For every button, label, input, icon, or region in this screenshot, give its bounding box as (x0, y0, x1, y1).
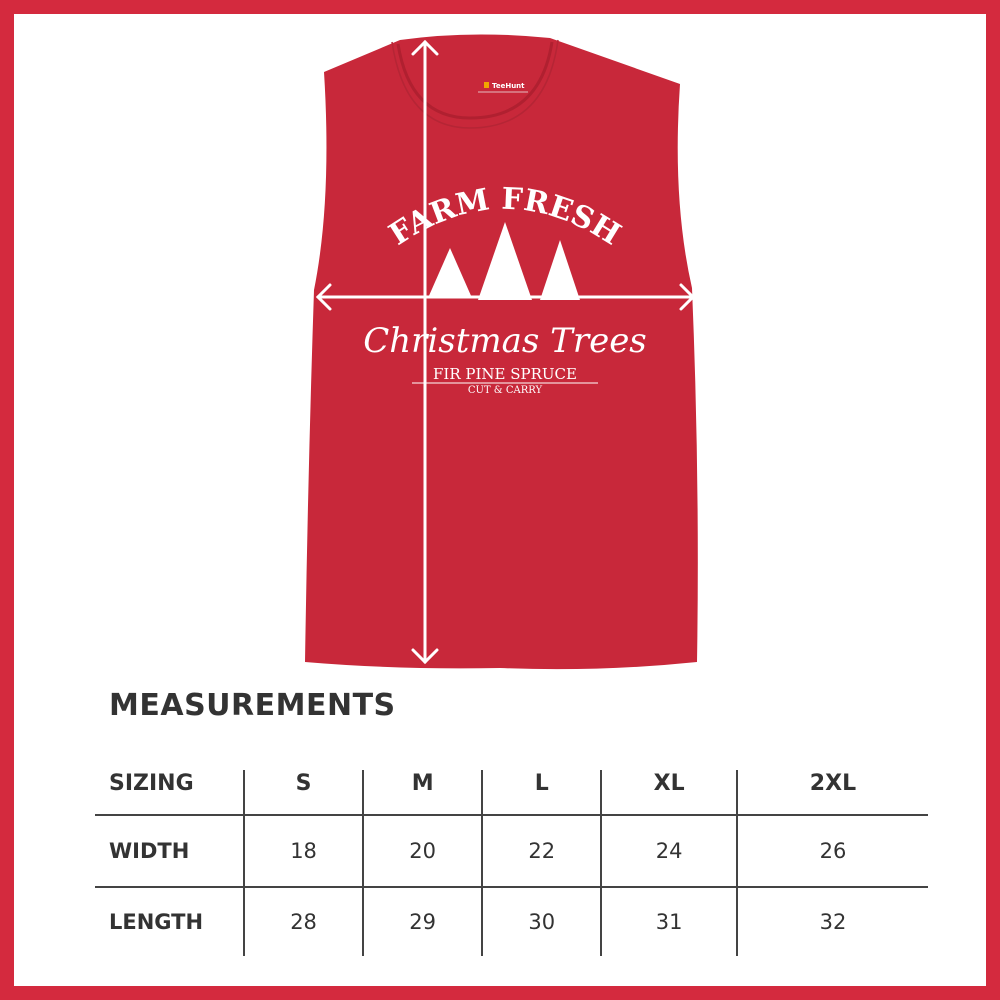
table-cell: 24 (600, 815, 737, 887)
svg-text:CUT & CARRY: CUT & CARRY (468, 385, 543, 396)
header-cell: SIZING (109, 771, 194, 796)
table-cell: 29 (362, 887, 483, 956)
size-table: SIZING S M L XL 2XL WIDTH 18 20 22 24 26… (95, 770, 928, 956)
table-cell: 31 (600, 887, 737, 956)
shirt-collar (396, 41, 554, 120)
svg-text:Christmas Trees: Christmas Trees (363, 321, 647, 361)
row-label: LENGTH (109, 910, 204, 934)
brand-tag: TeeHunt (478, 82, 528, 93)
row-label: WIDTH (109, 839, 190, 863)
svg-text:TeeHunt: TeeHunt (492, 82, 525, 90)
header-cell: M (362, 770, 483, 815)
shirt-image: TeeHunt FARM FRESH Christmas Trees FIR P… (305, 34, 698, 670)
table-row: LENGTH 28 29 30 31 32 (95, 887, 928, 956)
table-cell: 30 (481, 887, 602, 956)
header-cell: L (481, 770, 602, 815)
table-cell: 28 (242, 887, 364, 956)
header-cell: S (242, 770, 364, 815)
measure-arrows (315, 39, 696, 665)
table-cell: 26 (735, 815, 928, 887)
svg-text:FIR PINE SPRUCE: FIR PINE SPRUCE (433, 365, 577, 383)
table-cell: 32 (735, 887, 928, 956)
table-cell: 20 (362, 815, 483, 887)
table-cell: 18 (242, 815, 364, 887)
header-cell: XL (600, 770, 737, 815)
tree-icon (428, 222, 580, 300)
table-header-row: SIZING S M L XL 2XL (95, 770, 928, 815)
header-cell: 2XL (735, 770, 928, 815)
table-cell: 22 (481, 815, 602, 887)
measurements-title: MEASUREMENTS (109, 688, 396, 723)
shirt-body (305, 34, 698, 670)
table-row: WIDTH 18 20 22 24 26 (95, 815, 928, 887)
